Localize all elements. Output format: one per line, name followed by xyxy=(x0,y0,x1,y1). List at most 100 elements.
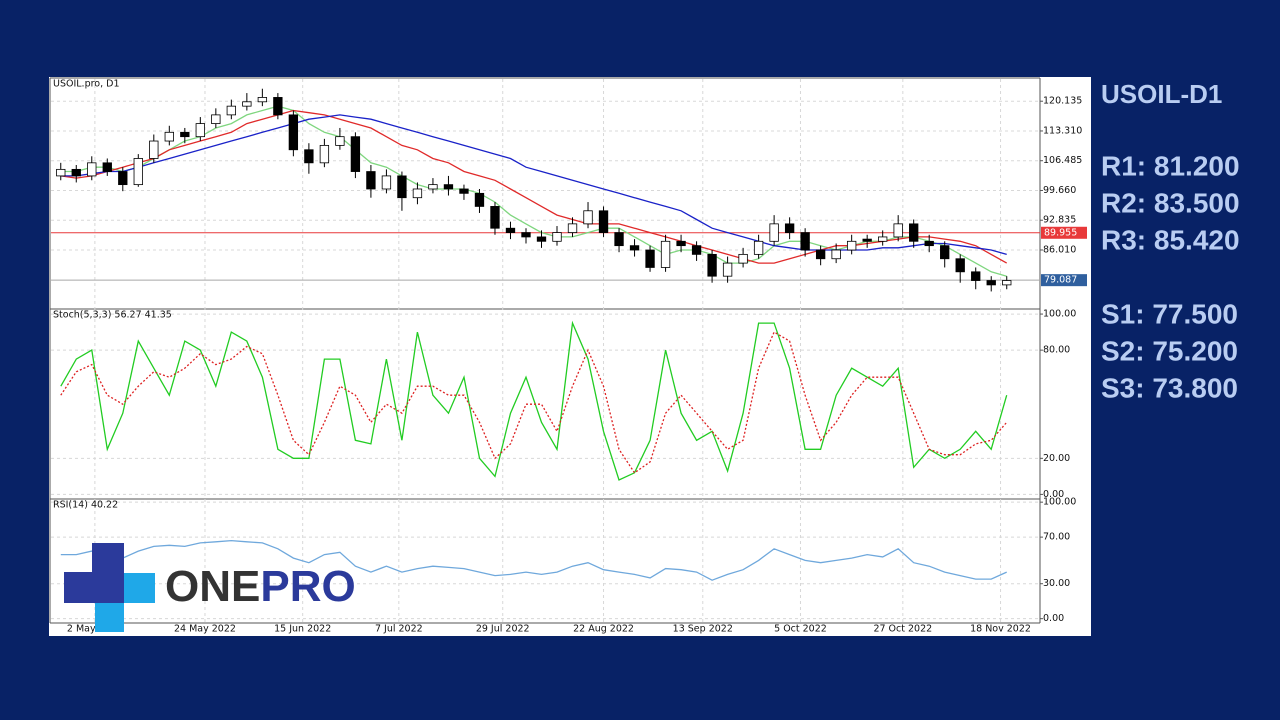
logo-text: PRO xyxy=(260,562,355,611)
level-label: S2: 75.200 xyxy=(1101,335,1238,366)
candle-body xyxy=(490,206,500,229)
x-tick-label: 27 Oct 2022 xyxy=(873,624,932,635)
candle-body xyxy=(242,101,252,107)
x-tick-label: 22 Aug 2022 xyxy=(573,624,634,635)
candle-body xyxy=(598,210,609,233)
candle-body xyxy=(567,223,578,233)
candle-body xyxy=(71,168,81,177)
candle-body xyxy=(459,188,469,194)
x-tick-label: 29 Jul 2022 xyxy=(476,624,530,635)
chart-panel xyxy=(49,77,1091,636)
candle-body xyxy=(831,249,841,260)
y-tick-label: 0.00 xyxy=(1043,489,1064,500)
candle-body xyxy=(645,249,655,268)
candle-body xyxy=(304,149,314,164)
logo-text: ONE xyxy=(165,562,260,611)
candle-body xyxy=(474,192,485,207)
candle-body xyxy=(707,253,717,277)
candle-body xyxy=(878,236,888,242)
candle-body xyxy=(971,271,981,281)
x-tick-label: 2 May 2022 xyxy=(67,624,123,635)
logo-text: ONEPRO xyxy=(165,562,356,611)
candle-body xyxy=(56,168,66,177)
candle-body xyxy=(769,223,779,242)
price-label-bg xyxy=(1041,226,1087,239)
y-tick-label: 0.00 xyxy=(1043,613,1064,624)
candle-body xyxy=(180,131,190,138)
candle-body xyxy=(505,227,516,233)
candle-body xyxy=(118,171,128,186)
candle-body xyxy=(676,240,686,247)
candle-body xyxy=(226,105,237,116)
y-tick-label: 100.00 xyxy=(1043,309,1076,320)
candle-body xyxy=(381,175,392,190)
logo-mark xyxy=(64,543,155,632)
indicator-line xyxy=(60,539,1007,581)
candle-body xyxy=(800,232,810,251)
y-tick-label: 99.660 xyxy=(1043,185,1076,196)
candle-body xyxy=(164,131,174,142)
candle-body xyxy=(614,232,624,247)
candle-body xyxy=(629,245,640,251)
candle-body xyxy=(412,188,423,199)
level-label: R2: 83.500 xyxy=(1101,187,1240,218)
level-label: R3: 85.420 xyxy=(1101,224,1240,255)
y-tick-label: 92.835 xyxy=(1043,215,1076,226)
candle-body xyxy=(846,240,857,251)
candle-body xyxy=(691,245,702,255)
x-tick-label: 18 Nov 2022 xyxy=(970,624,1031,635)
candle-body xyxy=(893,223,903,238)
candle-body xyxy=(784,223,795,233)
y-tick-label: 100.00 xyxy=(1043,497,1076,508)
plot: 2 May 2022 24 May 2022 15 Jun 2022 7 Jul 20… xyxy=(51,79,1087,635)
price-label: 79.087 xyxy=(1044,275,1077,286)
candle-body xyxy=(583,210,593,225)
pane-title: USOIL.pro, D1 xyxy=(53,79,120,90)
candle-body xyxy=(149,140,159,159)
candle-body xyxy=(350,136,361,172)
indicator-line xyxy=(60,320,1008,481)
candle-body xyxy=(1002,280,1012,286)
candle-body xyxy=(335,136,345,146)
logo-mark xyxy=(124,573,155,603)
level-label: S1: 77.500 xyxy=(1101,298,1238,329)
x-tick-label: 7 Jul 2022 xyxy=(375,624,423,635)
candle-body xyxy=(87,162,97,177)
candle-body xyxy=(660,240,671,268)
level-label: S3: 73.800 xyxy=(1101,372,1238,403)
candle-body xyxy=(257,97,268,103)
candle-body xyxy=(288,114,299,151)
candle-body xyxy=(940,245,950,260)
candle-body xyxy=(924,240,934,247)
y-tick-label: 80.00 xyxy=(1043,345,1070,356)
candle-body xyxy=(443,184,454,190)
x-tick-label: 5 Oct 2022 xyxy=(774,624,827,635)
candle-body xyxy=(722,262,733,277)
y-tick-label: 70.00 xyxy=(1043,532,1070,543)
candle-body xyxy=(273,97,283,116)
candle-body xyxy=(862,238,872,242)
y-tick-label: 30.00 xyxy=(1043,578,1070,589)
level-label: R1: 81.200 xyxy=(1101,150,1240,181)
candle-body xyxy=(753,240,764,255)
candle-body xyxy=(428,184,438,190)
candle-body xyxy=(102,162,112,172)
sidebar-title: USOIL-D1 xyxy=(1101,79,1222,109)
logo: ONEPRO xyxy=(64,543,356,632)
y-tick-label: 106.485 xyxy=(1043,155,1082,166)
candle-body xyxy=(397,175,407,199)
pane-title: RSI(14) 40.22 xyxy=(53,500,118,511)
price-label-bg xyxy=(1041,274,1087,287)
candle-body xyxy=(955,258,965,273)
candle-body xyxy=(133,158,143,186)
y-tick-label: 120.135 xyxy=(1043,96,1082,107)
pane-title: Stoch(5,3,3) 56.27 41.35 xyxy=(53,310,172,321)
candle-body xyxy=(195,123,205,138)
candle-body xyxy=(738,253,748,264)
x-tick-label: 13 Sep 2022 xyxy=(673,624,733,635)
x-tick-label: 24 May 2022 xyxy=(174,624,236,635)
candle-body xyxy=(319,144,330,164)
candle-body xyxy=(536,236,547,242)
y-tick-label: 113.310 xyxy=(1043,125,1082,136)
